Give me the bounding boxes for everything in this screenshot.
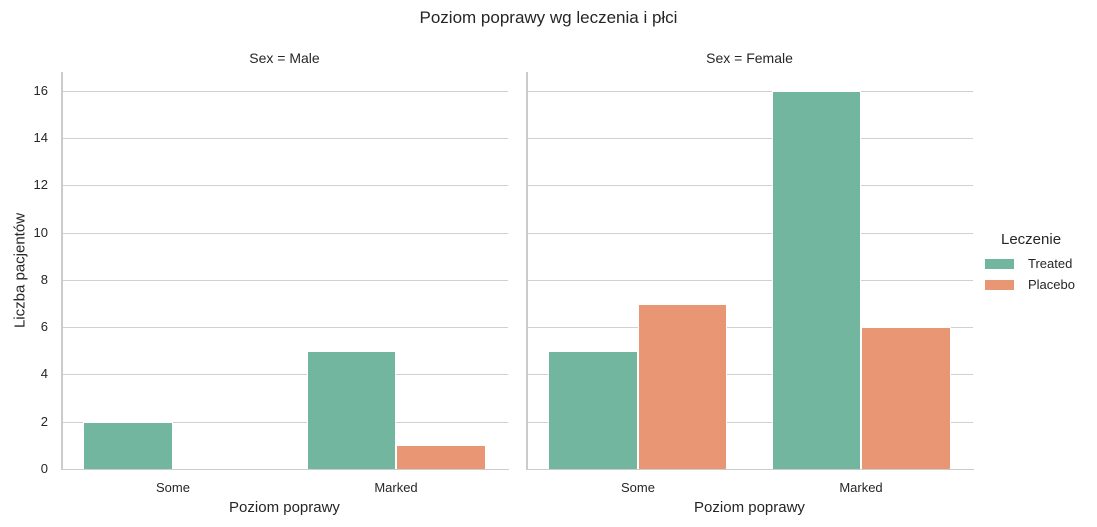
legend-title: Leczenie xyxy=(1001,231,1062,248)
gridline xyxy=(526,185,973,187)
gridline xyxy=(61,374,508,376)
gridline xyxy=(61,232,508,234)
x-tick-some-male: Some xyxy=(156,480,190,495)
gridline xyxy=(526,138,973,140)
legend-item-placebo: Placebo xyxy=(985,274,1075,295)
y-tick-label: 6 xyxy=(40,319,48,335)
facet-title-male: Sex = Male xyxy=(249,50,320,66)
gridline xyxy=(526,421,973,423)
x-axis-label-male: Poziom poprawy xyxy=(229,499,340,516)
legend-item-treated: Treated xyxy=(985,253,1075,274)
y-tick-label: 10 xyxy=(33,224,48,240)
x-axis-spine xyxy=(526,468,974,470)
bar-placebo-marked xyxy=(396,445,486,469)
gridline xyxy=(61,279,508,281)
gridline xyxy=(526,374,973,376)
gridline xyxy=(61,90,508,92)
x-tick-marked-female: Marked xyxy=(839,480,883,495)
y-tick-label: 4 xyxy=(40,366,48,382)
y-tick-label: 12 xyxy=(33,177,48,193)
gridline xyxy=(61,327,508,329)
gridline xyxy=(526,327,973,329)
y-tick-label: 0 xyxy=(40,461,48,476)
x-tick-some-female: Some xyxy=(621,480,655,495)
y-tick-label: 8 xyxy=(40,271,48,287)
bar-treated-some xyxy=(548,350,638,469)
bar-placebo-marked xyxy=(861,327,951,469)
x-axis-spine xyxy=(61,468,509,470)
legend: Leczenie Treated Placebo xyxy=(985,231,1075,295)
bar-treated-marked xyxy=(306,350,397,469)
legend-swatch-treated xyxy=(985,258,1014,269)
y-axis-spine xyxy=(61,72,63,470)
legend-swatch-placebo xyxy=(985,279,1014,290)
x-tick-marked-male: Marked xyxy=(374,480,418,495)
plot-panel-male xyxy=(61,72,509,470)
gridline xyxy=(61,421,508,423)
gridline xyxy=(61,138,508,140)
bar-treated-marked xyxy=(771,90,862,469)
gridline xyxy=(526,90,973,92)
legend-label: Placebo xyxy=(1028,277,1075,292)
legend-label: Treated xyxy=(1028,256,1073,271)
gridline xyxy=(526,279,973,281)
bar-treated-some xyxy=(83,421,173,469)
chart-title: Poziom poprawy wg leczenia i płci xyxy=(419,8,678,27)
x-axis-label-female: Poziom poprawy xyxy=(694,499,805,516)
y-tick-label: 16 xyxy=(33,82,48,98)
plot-panel-female xyxy=(526,72,974,470)
bar-placebo-some xyxy=(637,303,728,469)
y-tick-label: 14 xyxy=(33,130,48,146)
gridline xyxy=(61,185,508,187)
y-tick-label: 2 xyxy=(40,413,48,429)
y-axis-spine xyxy=(526,72,528,470)
gridline xyxy=(526,232,973,234)
facet-title-female: Sex = Female xyxy=(706,50,793,66)
